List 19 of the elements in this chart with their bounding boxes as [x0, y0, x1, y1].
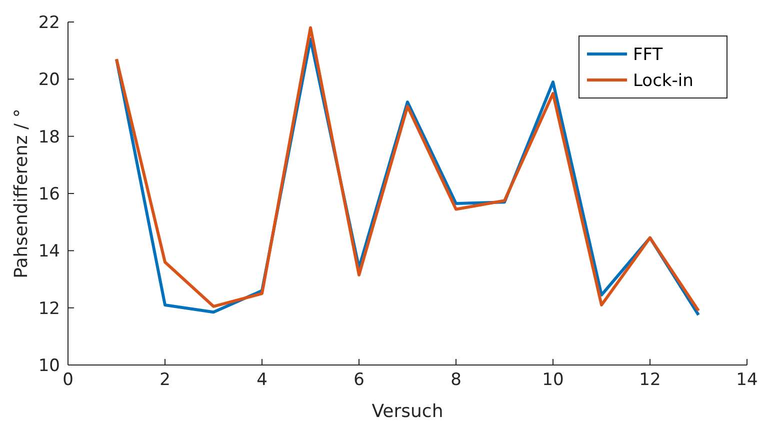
x-tick-label: 8: [450, 370, 462, 390]
y-tick-label: 14: [38, 242, 60, 262]
x-tick-label: 6: [354, 370, 364, 390]
y-tick-label: 12: [38, 298, 60, 319]
legend-label: Lock-in: [633, 71, 694, 91]
y-axis-title: Pahsendifferenz / °: [11, 108, 32, 278]
y-tick-label: 18: [38, 127, 60, 148]
x-tick-label: 4: [256, 370, 268, 390]
y-tick-label: 16: [38, 184, 60, 204]
y-tick-label: 22: [38, 13, 60, 33]
legend-label: FFT: [633, 45, 664, 65]
x-tick-label: 12: [639, 370, 661, 390]
x-tick-label: 10: [542, 370, 564, 390]
y-tick-label: 10: [38, 356, 60, 376]
x-tick-label: 14: [736, 370, 758, 390]
x-axis-title: Versuch: [372, 401, 444, 422]
y-tick-label: 20: [38, 70, 60, 90]
x-tick-label: 2: [160, 370, 170, 390]
x-tick-label: 0: [62, 370, 74, 390]
